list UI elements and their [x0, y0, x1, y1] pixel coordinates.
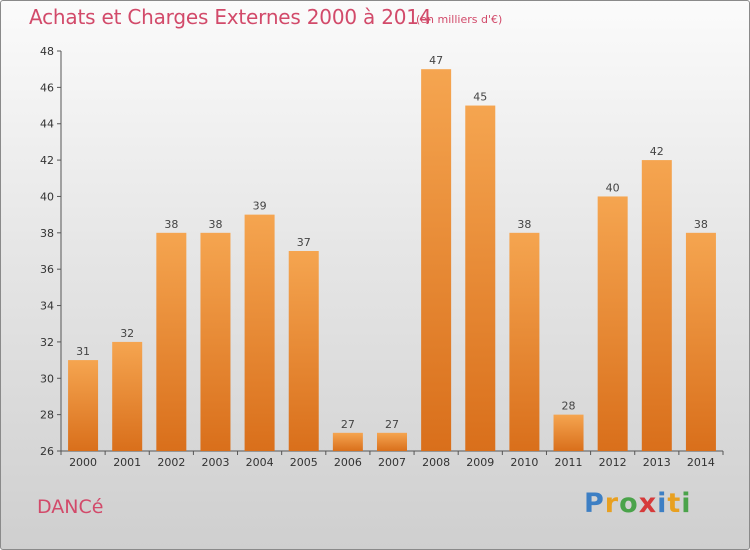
y-tick-label: 30 [40, 372, 54, 385]
x-tick-label: 2008 [422, 456, 450, 469]
x-tick-label: 2013 [643, 456, 671, 469]
bar [288, 251, 319, 451]
data-label: 38 [208, 218, 222, 231]
data-label: 31 [76, 345, 90, 358]
x-tick-label: 2003 [201, 456, 229, 469]
data-label: 39 [253, 200, 267, 213]
chart-labels: 2000 31 2001 32 2002 38 2003 38 2004 39 2005 37 2006… [69, 54, 715, 469]
logo-letter: i [657, 488, 668, 519]
y-tick-label: 46 [40, 81, 54, 94]
bar [156, 232, 187, 451]
chart-subtitle: (en milliers d'€) [416, 13, 503, 26]
y-tick-label: 32 [40, 336, 54, 349]
chart-title: Achats et Charges Externes 2000 à 2014 [29, 5, 432, 29]
data-label: 38 [517, 218, 531, 231]
logo-letter: r [604, 488, 620, 519]
x-tick-label: 2007 [378, 456, 406, 469]
bar [112, 341, 143, 451]
bar [465, 105, 496, 451]
logo-letter: o [619, 488, 639, 519]
y-tick-label: 36 [40, 263, 54, 276]
bar [244, 214, 275, 451]
logo-letter: P [584, 488, 605, 519]
commune-name: DANCé [37, 496, 104, 518]
x-tick-label: 2014 [687, 456, 715, 469]
bar [377, 432, 407, 451]
logo-letter: t [667, 488, 682, 519]
data-label: 27 [385, 418, 399, 431]
bar [68, 360, 99, 451]
x-tick-label: 2012 [599, 456, 627, 469]
chart-axes: 26 28 30 32 34 36 38 40 42 44 46 48 [40, 45, 724, 458]
x-tick-label: 2001 [113, 456, 141, 469]
x-tick-label: 2009 [466, 456, 494, 469]
data-label: 40 [606, 181, 620, 194]
y-tick-label: 28 [40, 409, 54, 422]
y-tick-label: 40 [40, 190, 54, 203]
y-tick-label: 44 [40, 118, 54, 131]
data-label: 38 [694, 218, 708, 231]
x-tick-label: 2005 [290, 456, 318, 469]
data-label: 45 [473, 91, 487, 104]
bar [641, 160, 672, 451]
data-label: 28 [562, 400, 576, 413]
y-tick-label: 38 [40, 227, 54, 240]
bar [509, 232, 540, 451]
bar [597, 196, 628, 451]
y-tick-label: 34 [40, 300, 54, 313]
x-tick-label: 2010 [510, 456, 538, 469]
data-label: 27 [341, 418, 355, 431]
proxiti-logo: Proxiti [584, 488, 692, 519]
bar [332, 432, 363, 451]
chart-bars [68, 69, 716, 451]
logo-letter: x [638, 488, 658, 519]
data-label: 38 [164, 218, 178, 231]
x-tick-label: 2000 [69, 456, 97, 469]
x-tick-label: 2002 [157, 456, 185, 469]
x-tick-label: 2011 [555, 456, 583, 469]
data-label: 42 [650, 145, 664, 158]
data-label: 37 [297, 236, 311, 249]
x-tick-label: 2004 [246, 456, 274, 469]
y-tick-label: 26 [40, 445, 54, 458]
x-tick-label: 2006 [334, 456, 362, 469]
y-tick-label: 42 [40, 154, 54, 167]
bar [421, 69, 452, 451]
logo-letter: i [681, 488, 692, 519]
data-label: 47 [429, 54, 443, 67]
bar [553, 414, 584, 451]
bar [200, 232, 231, 451]
bar [685, 232, 716, 451]
y-tick-label: 48 [40, 45, 54, 58]
data-label: 32 [120, 327, 134, 340]
